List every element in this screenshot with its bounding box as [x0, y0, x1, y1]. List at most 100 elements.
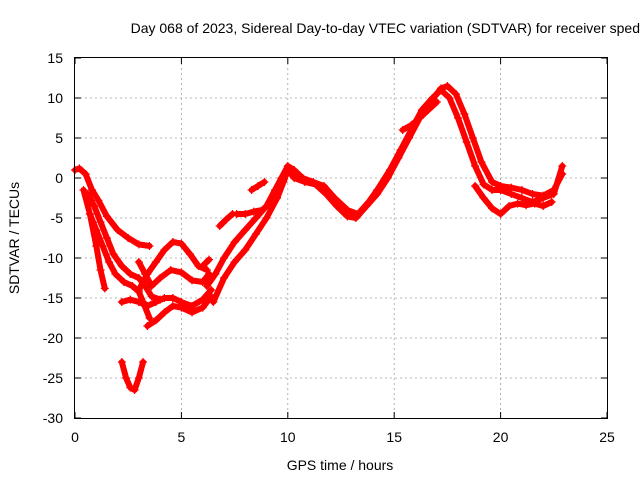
- data-point: [151, 316, 160, 325]
- x-tick-label: 5: [178, 429, 186, 445]
- data-point: [122, 374, 131, 382]
- x-tick-label: 15: [386, 429, 402, 445]
- data-point: [424, 106, 433, 114]
- data-point: [188, 302, 197, 310]
- data-point: [207, 286, 216, 294]
- data-point: [205, 255, 214, 264]
- series-line: [144, 293, 215, 329]
- x-tick-label: 20: [493, 429, 509, 445]
- data-point: [258, 206, 267, 214]
- data-point: [147, 292, 156, 301]
- data-point: [241, 246, 250, 254]
- data-point: [477, 158, 486, 166]
- data-point: [251, 230, 260, 238]
- data-point: [117, 262, 126, 270]
- data-point: [96, 266, 105, 274]
- series-arc-q: [198, 255, 214, 270]
- data-point: [134, 374, 143, 382]
- data-point: [188, 276, 197, 285]
- series-line: [472, 183, 555, 217]
- data-point: [124, 234, 133, 242]
- data-point: [126, 383, 135, 392]
- data-point: [517, 186, 526, 194]
- data-point: [85, 210, 94, 218]
- data-point: [202, 282, 211, 290]
- y-axis-label: SDTVAR / TECUs: [6, 182, 22, 294]
- data-point: [539, 191, 548, 200]
- series-arc-f: [143, 292, 216, 330]
- series-arc-o: [247, 178, 269, 194]
- data-point: [134, 286, 143, 294]
- series-arc-m: [215, 210, 237, 230]
- series-line: [86, 211, 153, 321]
- data-point: [156, 274, 165, 282]
- series-arc-k: [209, 82, 567, 306]
- data-point: [322, 190, 331, 198]
- data-point: [177, 268, 186, 277]
- data-point: [166, 266, 175, 274]
- data-point: [94, 196, 103, 205]
- data-point: [117, 358, 126, 366]
- plot-frame: [74, 57, 608, 419]
- series-arc-p: [398, 98, 441, 134]
- data-point: [222, 215, 231, 224]
- data-point: [343, 212, 352, 221]
- data-point: [143, 302, 152, 310]
- data-point: [198, 262, 207, 270]
- data-point: [177, 239, 186, 248]
- data-point: [209, 298, 218, 306]
- data-point: [134, 240, 143, 249]
- data-point: [558, 162, 567, 170]
- data-point: [96, 218, 105, 226]
- series-arc-n: [232, 206, 267, 218]
- series-line: [199, 256, 213, 269]
- data-point: [215, 222, 224, 230]
- data-point: [488, 186, 497, 194]
- data-point: [479, 180, 488, 189]
- tick-labels: 0 5 10 15 20 25 -30 -25 -20 -15 -10 -5 0 5 10 15: [43, 50, 615, 445]
- data-point: [147, 282, 156, 290]
- data-point: [168, 238, 177, 246]
- data-point: [128, 282, 137, 290]
- data-point: [468, 134, 477, 142]
- data-point: [145, 314, 154, 322]
- data-point: [283, 166, 292, 174]
- data-point: [102, 212, 111, 221]
- data-point: [373, 190, 382, 198]
- data-point: [530, 199, 539, 208]
- data-point: [451, 90, 460, 98]
- x-axis-label: GPS time / hours: [287, 457, 394, 473]
- series-line: [118, 359, 147, 393]
- data-point: [249, 207, 258, 216]
- data-point: [160, 246, 169, 254]
- data-point: [290, 174, 299, 182]
- series-arc-l: [471, 182, 556, 218]
- data-point: [143, 322, 152, 330]
- y-tick-label: -5: [51, 210, 64, 226]
- data-point: [507, 183, 516, 192]
- data-point: [111, 270, 120, 278]
- data-point: [134, 258, 143, 266]
- data-point: [437, 84, 446, 93]
- data-point: [75, 164, 84, 173]
- data-point: [198, 303, 207, 312]
- data-point: [549, 186, 558, 194]
- x-tick-label: 25: [599, 429, 615, 445]
- data-point: [160, 294, 169, 302]
- data-point: [139, 358, 148, 366]
- data-point: [462, 138, 471, 146]
- series-arc-b: [83, 190, 165, 304]
- x-tick-label: 10: [280, 429, 296, 445]
- y-tick-label: 0: [55, 170, 63, 186]
- data-point: [126, 295, 135, 304]
- data-point: [517, 194, 526, 202]
- data-point: [145, 242, 154, 250]
- data-point: [496, 210, 505, 218]
- y-tick-label: 15: [47, 50, 63, 66]
- data-point: [398, 126, 407, 134]
- data-point: [547, 198, 556, 206]
- data-point: [232, 210, 241, 218]
- data-point: [98, 242, 107, 250]
- data-point: [460, 110, 469, 118]
- data-point: [117, 298, 126, 306]
